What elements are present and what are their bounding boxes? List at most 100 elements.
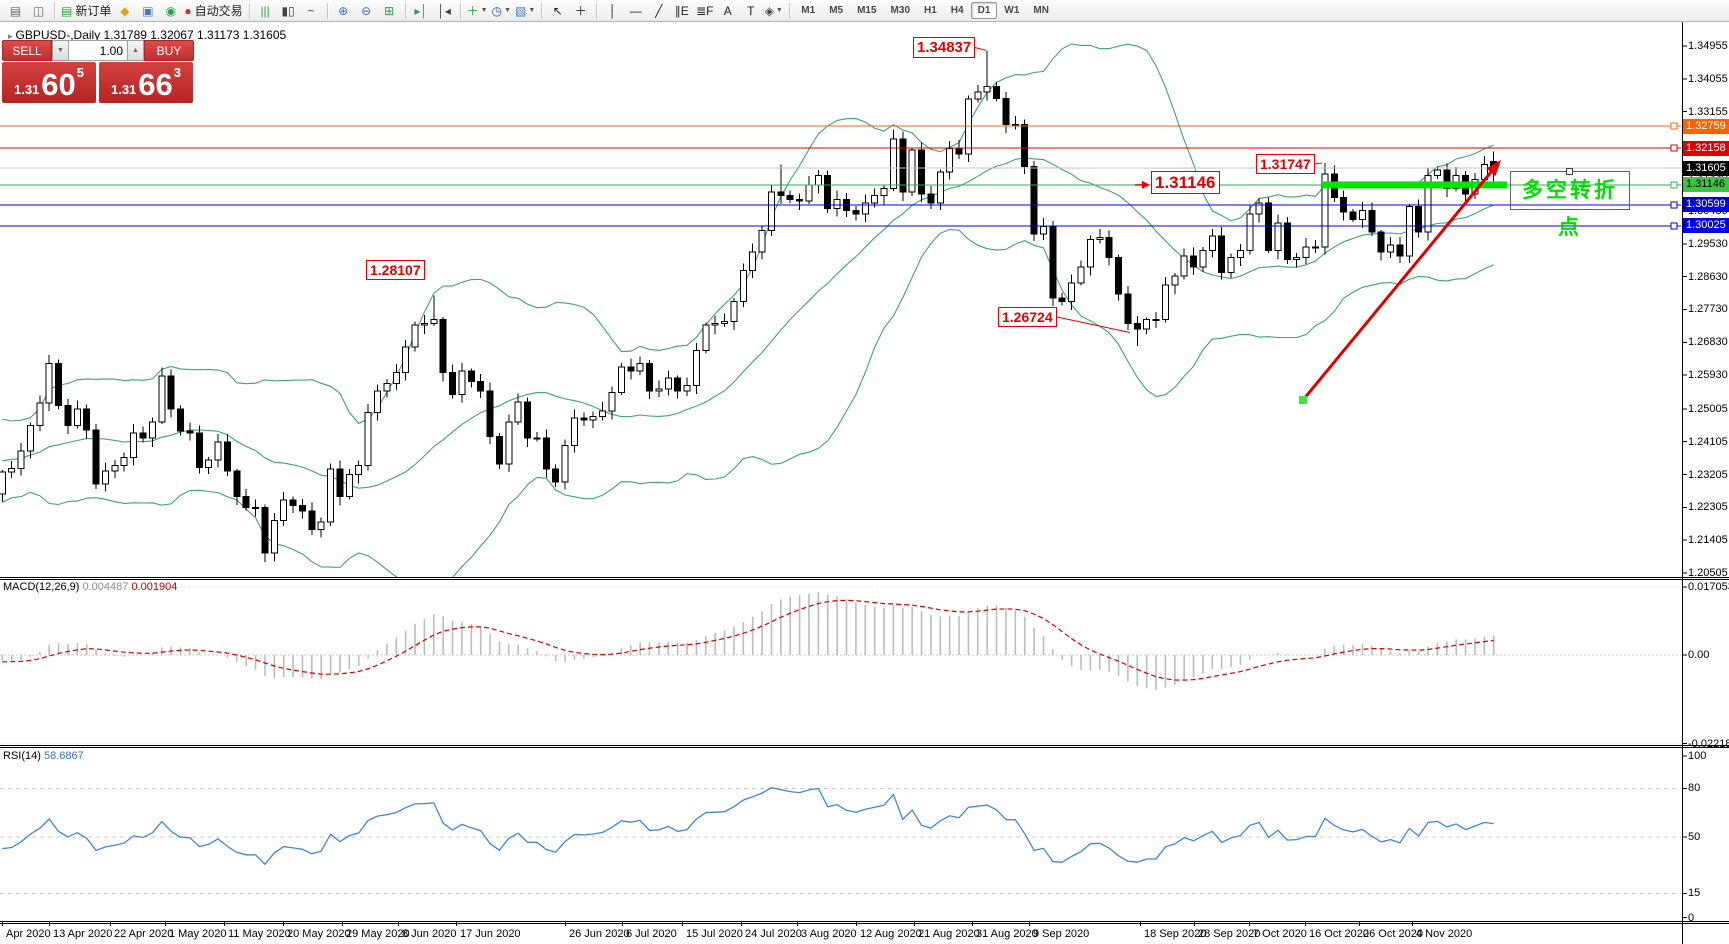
- indicators-button[interactable]: ＋ ▼: [465, 2, 490, 20]
- time-axis-label: 22 Apr 2020: [114, 928, 174, 940]
- candlestick-mode-icon: ▮▯: [281, 3, 295, 18]
- timeframe-h1[interactable]: H1: [924, 5, 937, 16]
- zoom-out-icon: ⊖: [361, 3, 372, 18]
- trendline-button[interactable]: ╱: [647, 2, 670, 20]
- main-toolbar: ▤ ◫ ▤ 新订单 ◆ ▣ ◉ ● 自动交易 ||| ▮▯ ~ ⊕ ⊖ ⊞ ▸│ │◂ ＋ ▼ ◷ ▼ ▧ ▼ ↖ ＋ │ — ╱ ∥E…: [0, 0, 1729, 22]
- periods-button[interactable]: ◷ ▼: [490, 2, 513, 20]
- new-chart-icon: ▤: [9, 3, 22, 18]
- new-order-icon: ▤: [61, 3, 73, 18]
- time-axis-label: 8 Jun 2020: [402, 928, 457, 940]
- buy-button[interactable]: BUY: [144, 40, 194, 61]
- timeframe-m1[interactable]: M1: [801, 5, 816, 16]
- time-axis-label: 26 Jun 2020: [569, 928, 630, 940]
- text-button[interactable]: A: [716, 2, 739, 20]
- timeframe-mn[interactable]: MN: [1033, 5, 1049, 16]
- quotes-button[interactable]: ◆: [113, 2, 136, 20]
- text-label-button[interactable]: T: [739, 2, 762, 20]
- templates-dropdown-icon[interactable]: ▼: [528, 6, 536, 14]
- price-tick-label: 1.26830: [1688, 336, 1728, 349]
- time-axis-label: 28 Sep 2020: [1198, 928, 1261, 940]
- equidistant-channel-icon: ∥E: [674, 3, 689, 18]
- price-tick-label: 1.25005: [1688, 402, 1728, 415]
- zoom-in-button[interactable]: ⊕: [332, 2, 355, 20]
- equidistant-channel-button[interactable]: ∥E: [670, 2, 693, 20]
- bar-chart-mode-icon: |||: [260, 3, 270, 18]
- toolbar-separator: [596, 2, 598, 19]
- price-tick-label: 1.20505: [1688, 566, 1728, 579]
- timeframe-h4[interactable]: H4: [950, 5, 964, 16]
- market-watch-icon: ▣: [142, 3, 154, 18]
- time-axis-label: 3 Aug 2020: [801, 928, 857, 940]
- market-watch-button[interactable]: ▣: [136, 2, 159, 20]
- auto-scroll-button[interactable]: ▸│: [410, 2, 433, 20]
- templates-icon: ▧: [515, 3, 527, 18]
- new-chart-button[interactable]: ▤: [4, 2, 27, 20]
- tile-windows-button[interactable]: ⊞: [378, 2, 401, 20]
- time-axis-label: 16 Oct 2020: [1309, 928, 1369, 940]
- timeframe-d1[interactable]: D1: [970, 2, 998, 19]
- ask-big: 66: [138, 67, 173, 102]
- shapes-button[interactable]: ◈ ▼: [762, 2, 785, 20]
- signals-button[interactable]: ◉: [159, 2, 182, 20]
- toolbar-separator: [789, 2, 791, 19]
- indicators-dropdown-icon[interactable]: ▼: [480, 6, 488, 14]
- chart-shift-button[interactable]: │◂: [433, 2, 456, 20]
- cursor-button[interactable]: ↖: [546, 2, 569, 20]
- zoom-in-icon: ⊕: [338, 3, 349, 18]
- candlestick-mode-button[interactable]: ▮▯: [277, 2, 300, 20]
- time-axis-label: 1 May 2020: [169, 928, 227, 940]
- text-icon: A: [723, 3, 732, 18]
- volume-decrease-button[interactable]: ▼: [52, 40, 69, 61]
- price-tick-label: 1.34955: [1688, 40, 1728, 52]
- periods-dropdown-icon[interactable]: ▼: [504, 6, 511, 14]
- auto-trading-label: 自动交易: [194, 3, 243, 18]
- quotes-icon: ◆: [120, 3, 130, 18]
- macd-label: MACD(12,26,9) 0.004487 0.001904: [3, 581, 178, 593]
- volume-input[interactable]: [69, 40, 127, 61]
- zoom-out-button[interactable]: ⊖: [355, 2, 378, 20]
- time-axis-label: 21 Aug 2020: [918, 928, 980, 940]
- auto-trading-button[interactable]: ● 自动交易: [182, 2, 244, 20]
- templates-button[interactable]: ▧ ▼: [513, 2, 537, 20]
- timeframe-m30[interactable]: M30: [890, 5, 910, 16]
- cursor-icon: ↖: [552, 3, 563, 18]
- price-tick-label: 1.34055: [1688, 72, 1728, 85]
- crosshair-button[interactable]: ＋: [569, 2, 592, 20]
- price-annotation[interactable]: 1.31747: [1256, 154, 1315, 174]
- time-axis-label: 31 Aug 2020: [976, 928, 1038, 940]
- price-annotation[interactable]: 1.31146: [1151, 171, 1220, 194]
- timeframe-m5[interactable]: M5: [829, 5, 844, 16]
- sell-button[interactable]: SELL: [2, 40, 52, 61]
- toolbar-separator: [326, 2, 328, 19]
- bid-prefix: 1.31: [13, 82, 40, 97]
- bid-quote[interactable]: 1.31 60 5: [2, 62, 96, 103]
- timeframe-w1[interactable]: W1: [1004, 5, 1020, 16]
- shapes-dropdown-icon[interactable]: ▼: [775, 6, 783, 14]
- line-chart-mode-button[interactable]: ~: [300, 2, 323, 20]
- vertical-line-button[interactable]: │: [601, 2, 624, 20]
- fibonacci-button[interactable]: ≣F: [693, 2, 716, 20]
- rsi-axis-label: 50: [1688, 830, 1701, 843]
- price-tick-label: 1.21405: [1688, 534, 1728, 547]
- ask-quote[interactable]: 1.31 66 3: [99, 62, 193, 103]
- horizontal-line-icon: —: [629, 3, 642, 18]
- new-order-button[interactable]: ▤ 新订单: [59, 2, 113, 20]
- bar-chart-mode-button[interactable]: |||: [254, 2, 277, 20]
- ask-pip: 3: [173, 65, 182, 80]
- price-line-label: 1.32158: [1683, 140, 1729, 156]
- crosshair-icon: ＋: [574, 3, 587, 18]
- chart-profiles-button[interactable]: ◫: [27, 2, 50, 20]
- price-line-label: 1.30599: [1683, 197, 1729, 213]
- trendline-icon: ╱: [655, 3, 663, 18]
- note-annotation[interactable]: 多空转折点: [1510, 171, 1630, 239]
- price-tick-label: 1.28630: [1688, 270, 1728, 283]
- timeframe-m15[interactable]: M15: [857, 5, 877, 16]
- horizontal-line-button[interactable]: —: [624, 2, 647, 20]
- note-selection-handle[interactable]: [1566, 168, 1573, 175]
- volume-increase-button[interactable]: ▲: [127, 40, 144, 61]
- indicators-icon: ＋: [466, 3, 479, 18]
- price-annotation[interactable]: 1.26724: [998, 307, 1057, 327]
- price-annotation[interactable]: 1.34837: [913, 37, 976, 58]
- price-annotation[interactable]: 1.28107: [366, 260, 425, 280]
